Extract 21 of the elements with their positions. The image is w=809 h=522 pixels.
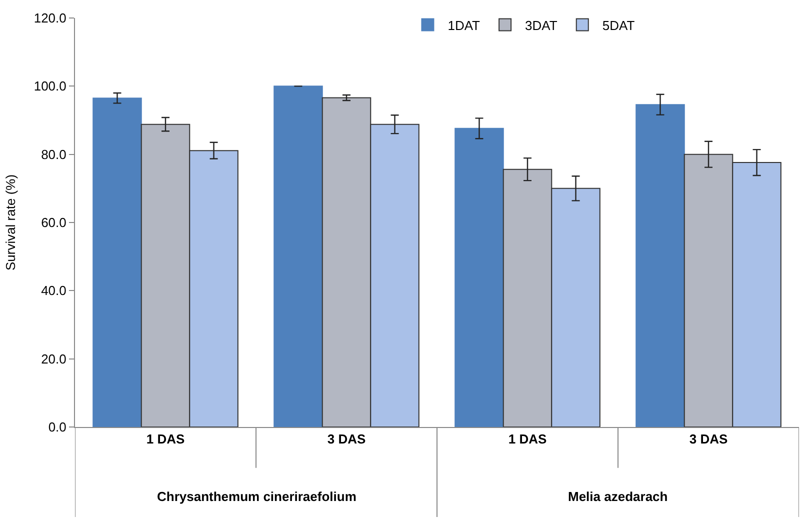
bar xyxy=(454,128,504,427)
x-tick-label: 1 DAS xyxy=(508,432,547,447)
bar xyxy=(636,104,685,427)
legend-label: 1DAT xyxy=(448,18,480,33)
text: Chrysanthemum cineriraefolium xyxy=(157,489,356,504)
x-tick-label: 3 DAS xyxy=(689,432,728,447)
x-tick-label: 1 DAS xyxy=(146,432,185,447)
y-tick-label: 120.0 xyxy=(34,10,66,26)
y-tick-label: 80.0 xyxy=(41,146,66,162)
bar xyxy=(92,98,142,427)
text: Melia azedarach xyxy=(568,489,668,504)
y-tick-label: 100.0 xyxy=(34,78,66,94)
y-tick-label: 20.0 xyxy=(41,351,66,366)
y-tick-label: 0.0 xyxy=(48,420,66,435)
legend-label: 5DAT xyxy=(602,18,635,33)
legend-label: 3DAT xyxy=(525,18,558,33)
x-tick-label: 3 DAS xyxy=(327,432,366,447)
y-tick-label: 60.0 xyxy=(41,215,66,230)
bar xyxy=(274,86,323,427)
y-tick-label: 40.0 xyxy=(41,283,66,298)
y-axis-title: Survival rate (%) xyxy=(2,174,18,271)
